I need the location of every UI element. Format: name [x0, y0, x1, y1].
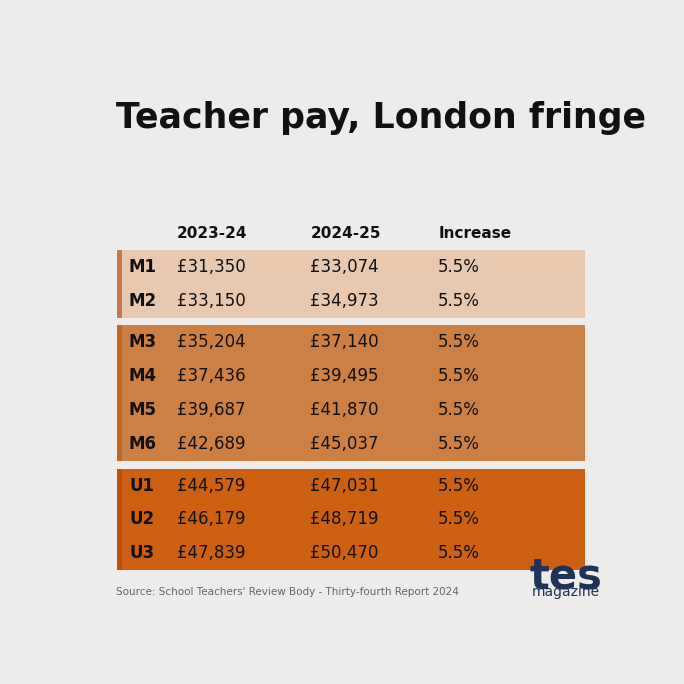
Text: £31,350: £31,350 [177, 258, 246, 276]
Text: £47,031: £47,031 [311, 477, 379, 495]
Text: £41,870: £41,870 [311, 401, 379, 419]
Text: Increase: Increase [438, 226, 511, 241]
Text: £39,687: £39,687 [177, 401, 246, 419]
Text: 2023-24: 2023-24 [177, 226, 248, 241]
Bar [116, 326, 585, 461]
Text: £47,839: £47,839 [177, 544, 246, 562]
Bar [116, 250, 585, 317]
Text: magazine: magazine [532, 585, 600, 598]
Text: M2: M2 [129, 292, 157, 310]
Text: 5.5%: 5.5% [438, 367, 480, 385]
Text: M3: M3 [129, 333, 157, 352]
Text: U2: U2 [130, 510, 155, 529]
Text: M1: M1 [129, 258, 157, 276]
Text: 5.5%: 5.5% [438, 510, 480, 529]
Text: £50,470: £50,470 [311, 544, 379, 562]
Text: £48,719: £48,719 [311, 510, 379, 529]
Text: Teacher pay, London fringe: Teacher pay, London fringe [116, 101, 646, 135]
Text: £46,179: £46,179 [177, 510, 246, 529]
Text: £35,204: £35,204 [177, 333, 246, 352]
Text: £33,150: £33,150 [177, 292, 246, 310]
Text: £33,074: £33,074 [311, 258, 379, 276]
Text: 5.5%: 5.5% [438, 333, 480, 352]
Text: £44,579: £44,579 [177, 477, 246, 495]
Text: M6: M6 [129, 435, 157, 453]
Text: 5.5%: 5.5% [438, 401, 480, 419]
Text: £39,495: £39,495 [311, 367, 379, 385]
Text: U3: U3 [130, 544, 155, 562]
Text: 5.5%: 5.5% [438, 292, 480, 310]
Bar [116, 469, 122, 570]
Bar [116, 250, 122, 317]
Text: M5: M5 [129, 401, 157, 419]
Bar [116, 326, 122, 461]
Text: £45,037: £45,037 [311, 435, 379, 453]
Text: U1: U1 [130, 477, 155, 495]
Text: £34,973: £34,973 [311, 292, 379, 310]
Text: 2024-25: 2024-25 [311, 226, 381, 241]
Text: 5.5%: 5.5% [438, 477, 480, 495]
Text: 5.5%: 5.5% [438, 258, 480, 276]
Text: 5.5%: 5.5% [438, 435, 480, 453]
Bar [116, 469, 585, 570]
Text: Source: School Teachers' Review Body - Thirty-fourth Report 2024: Source: School Teachers' Review Body - T… [116, 587, 460, 597]
Text: 5.5%: 5.5% [438, 544, 480, 562]
Text: £37,140: £37,140 [311, 333, 379, 352]
Text: M4: M4 [129, 367, 157, 385]
Text: £37,436: £37,436 [177, 367, 246, 385]
Text: tes: tes [529, 555, 603, 597]
Text: £42,689: £42,689 [177, 435, 246, 453]
